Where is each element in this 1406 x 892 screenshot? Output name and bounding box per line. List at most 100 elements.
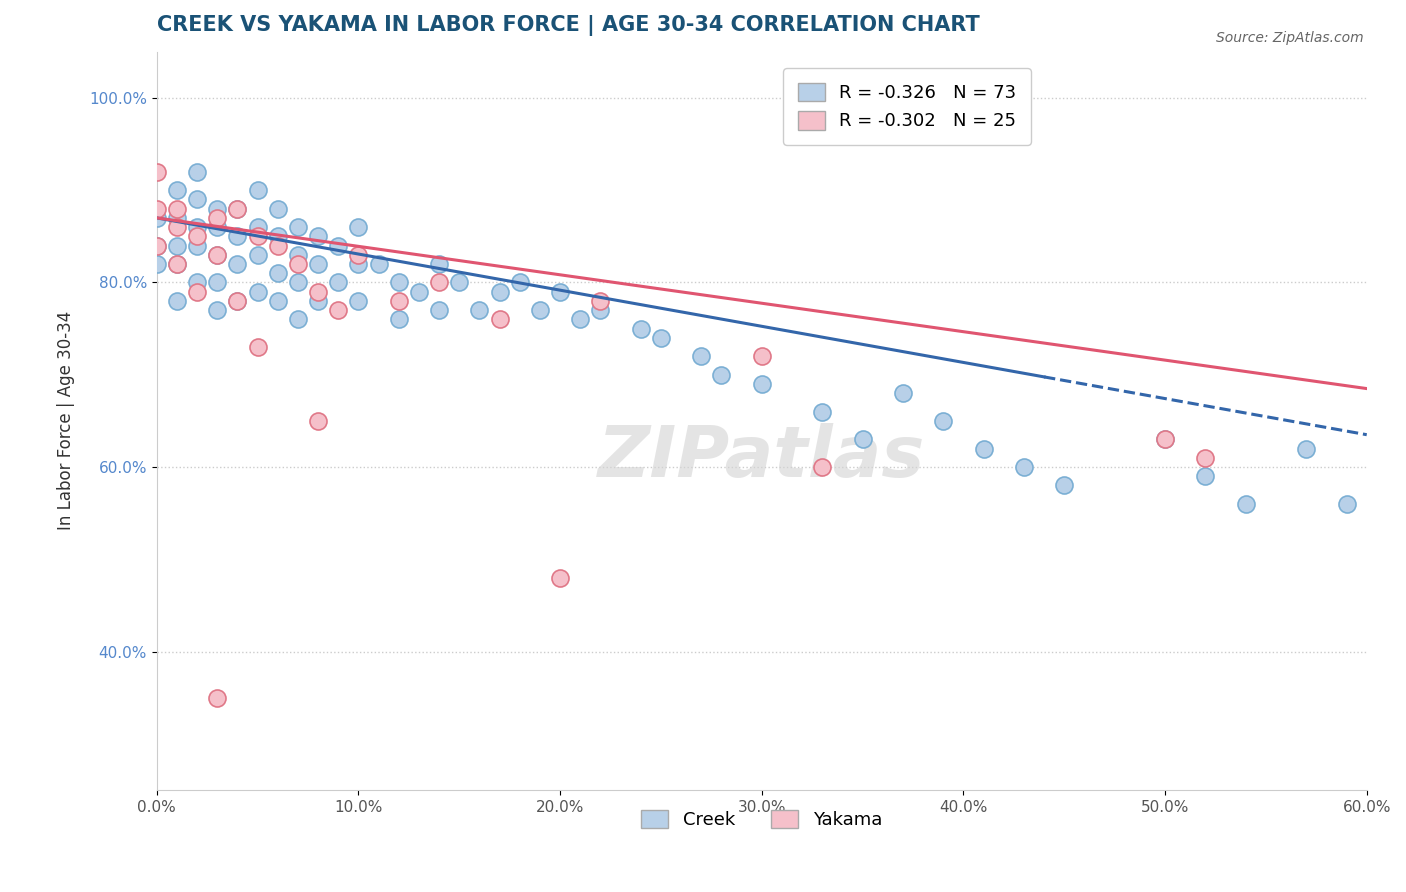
Creek bbox=[1154, 433, 1177, 447]
Creek bbox=[408, 285, 430, 299]
Creek bbox=[690, 349, 713, 363]
Creek bbox=[166, 183, 188, 197]
Creek bbox=[267, 266, 290, 280]
Creek bbox=[207, 303, 229, 318]
Yakama bbox=[1154, 433, 1177, 447]
Text: ZIPatlas: ZIPatlas bbox=[598, 424, 925, 492]
Creek bbox=[267, 202, 290, 216]
Creek bbox=[166, 211, 188, 225]
Creek bbox=[186, 165, 208, 179]
Creek bbox=[347, 293, 370, 308]
Creek bbox=[207, 248, 229, 262]
Creek bbox=[589, 303, 612, 318]
Yakama bbox=[427, 276, 450, 290]
Yakama bbox=[488, 312, 510, 326]
Point bbox=[811, 460, 834, 475]
Creek bbox=[328, 238, 350, 252]
Creek bbox=[569, 312, 592, 326]
Text: Source: ZipAtlas.com: Source: ZipAtlas.com bbox=[1216, 31, 1364, 45]
Creek bbox=[267, 229, 290, 244]
Creek bbox=[307, 293, 329, 308]
Point bbox=[246, 340, 269, 354]
Creek bbox=[246, 248, 269, 262]
Creek bbox=[891, 386, 914, 401]
Creek bbox=[166, 293, 188, 308]
Creek bbox=[226, 293, 249, 308]
Creek bbox=[166, 257, 188, 271]
Creek bbox=[488, 285, 510, 299]
Yakama bbox=[328, 303, 350, 318]
Creek bbox=[146, 238, 169, 252]
Creek bbox=[186, 238, 208, 252]
Creek bbox=[427, 257, 450, 271]
Yakama bbox=[1194, 450, 1216, 465]
Yakama bbox=[186, 229, 208, 244]
Creek bbox=[1336, 497, 1358, 511]
Creek bbox=[287, 220, 309, 235]
Creek bbox=[186, 276, 208, 290]
Creek bbox=[347, 257, 370, 271]
Creek bbox=[1012, 460, 1035, 475]
Creek bbox=[932, 414, 955, 428]
Creek bbox=[146, 257, 169, 271]
Creek bbox=[1295, 442, 1317, 456]
Creek bbox=[468, 303, 491, 318]
Yakama bbox=[267, 238, 290, 252]
Yakama bbox=[166, 257, 188, 271]
Yakama bbox=[146, 202, 169, 216]
Creek bbox=[307, 257, 329, 271]
Creek bbox=[246, 285, 269, 299]
Text: CREEK VS YAKAMA IN LABOR FORCE | AGE 30-34 CORRELATION CHART: CREEK VS YAKAMA IN LABOR FORCE | AGE 30-… bbox=[157, 15, 980, 36]
Yakama bbox=[287, 257, 309, 271]
Creek bbox=[146, 211, 169, 225]
Legend: Creek, Yakama: Creek, Yakama bbox=[634, 803, 890, 836]
Creek bbox=[287, 248, 309, 262]
Yakama bbox=[347, 248, 370, 262]
Point bbox=[307, 414, 329, 428]
Creek bbox=[529, 303, 551, 318]
Creek bbox=[226, 202, 249, 216]
Creek bbox=[246, 220, 269, 235]
Yakama bbox=[146, 165, 169, 179]
Creek bbox=[1234, 497, 1257, 511]
Creek bbox=[226, 257, 249, 271]
Creek bbox=[509, 276, 531, 290]
Creek bbox=[226, 229, 249, 244]
Yakama bbox=[207, 211, 229, 225]
Yakama bbox=[589, 293, 612, 308]
Yakama bbox=[166, 220, 188, 235]
Creek bbox=[548, 285, 571, 299]
Creek bbox=[287, 276, 309, 290]
Creek bbox=[811, 404, 834, 418]
Point bbox=[548, 571, 571, 585]
Creek bbox=[710, 368, 733, 382]
Creek bbox=[207, 276, 229, 290]
Creek bbox=[347, 220, 370, 235]
Creek bbox=[328, 276, 350, 290]
Yakama bbox=[388, 293, 411, 308]
Creek bbox=[973, 442, 995, 456]
Creek bbox=[166, 238, 188, 252]
Yakama bbox=[226, 293, 249, 308]
Creek bbox=[1194, 469, 1216, 483]
Yakama bbox=[246, 229, 269, 244]
Creek bbox=[852, 433, 875, 447]
Yakama bbox=[146, 238, 169, 252]
Creek bbox=[207, 220, 229, 235]
Yakama bbox=[186, 285, 208, 299]
Yakama bbox=[307, 285, 329, 299]
Creek bbox=[1053, 478, 1076, 492]
Creek bbox=[307, 229, 329, 244]
Yakama bbox=[751, 349, 773, 363]
Creek bbox=[267, 293, 290, 308]
Creek bbox=[427, 303, 450, 318]
Creek bbox=[367, 257, 389, 271]
Yakama bbox=[166, 202, 188, 216]
Creek bbox=[630, 321, 652, 335]
Creek bbox=[186, 193, 208, 207]
Creek bbox=[388, 312, 411, 326]
Creek bbox=[207, 202, 229, 216]
Creek bbox=[751, 376, 773, 391]
Creek bbox=[287, 312, 309, 326]
Yakama bbox=[226, 202, 249, 216]
